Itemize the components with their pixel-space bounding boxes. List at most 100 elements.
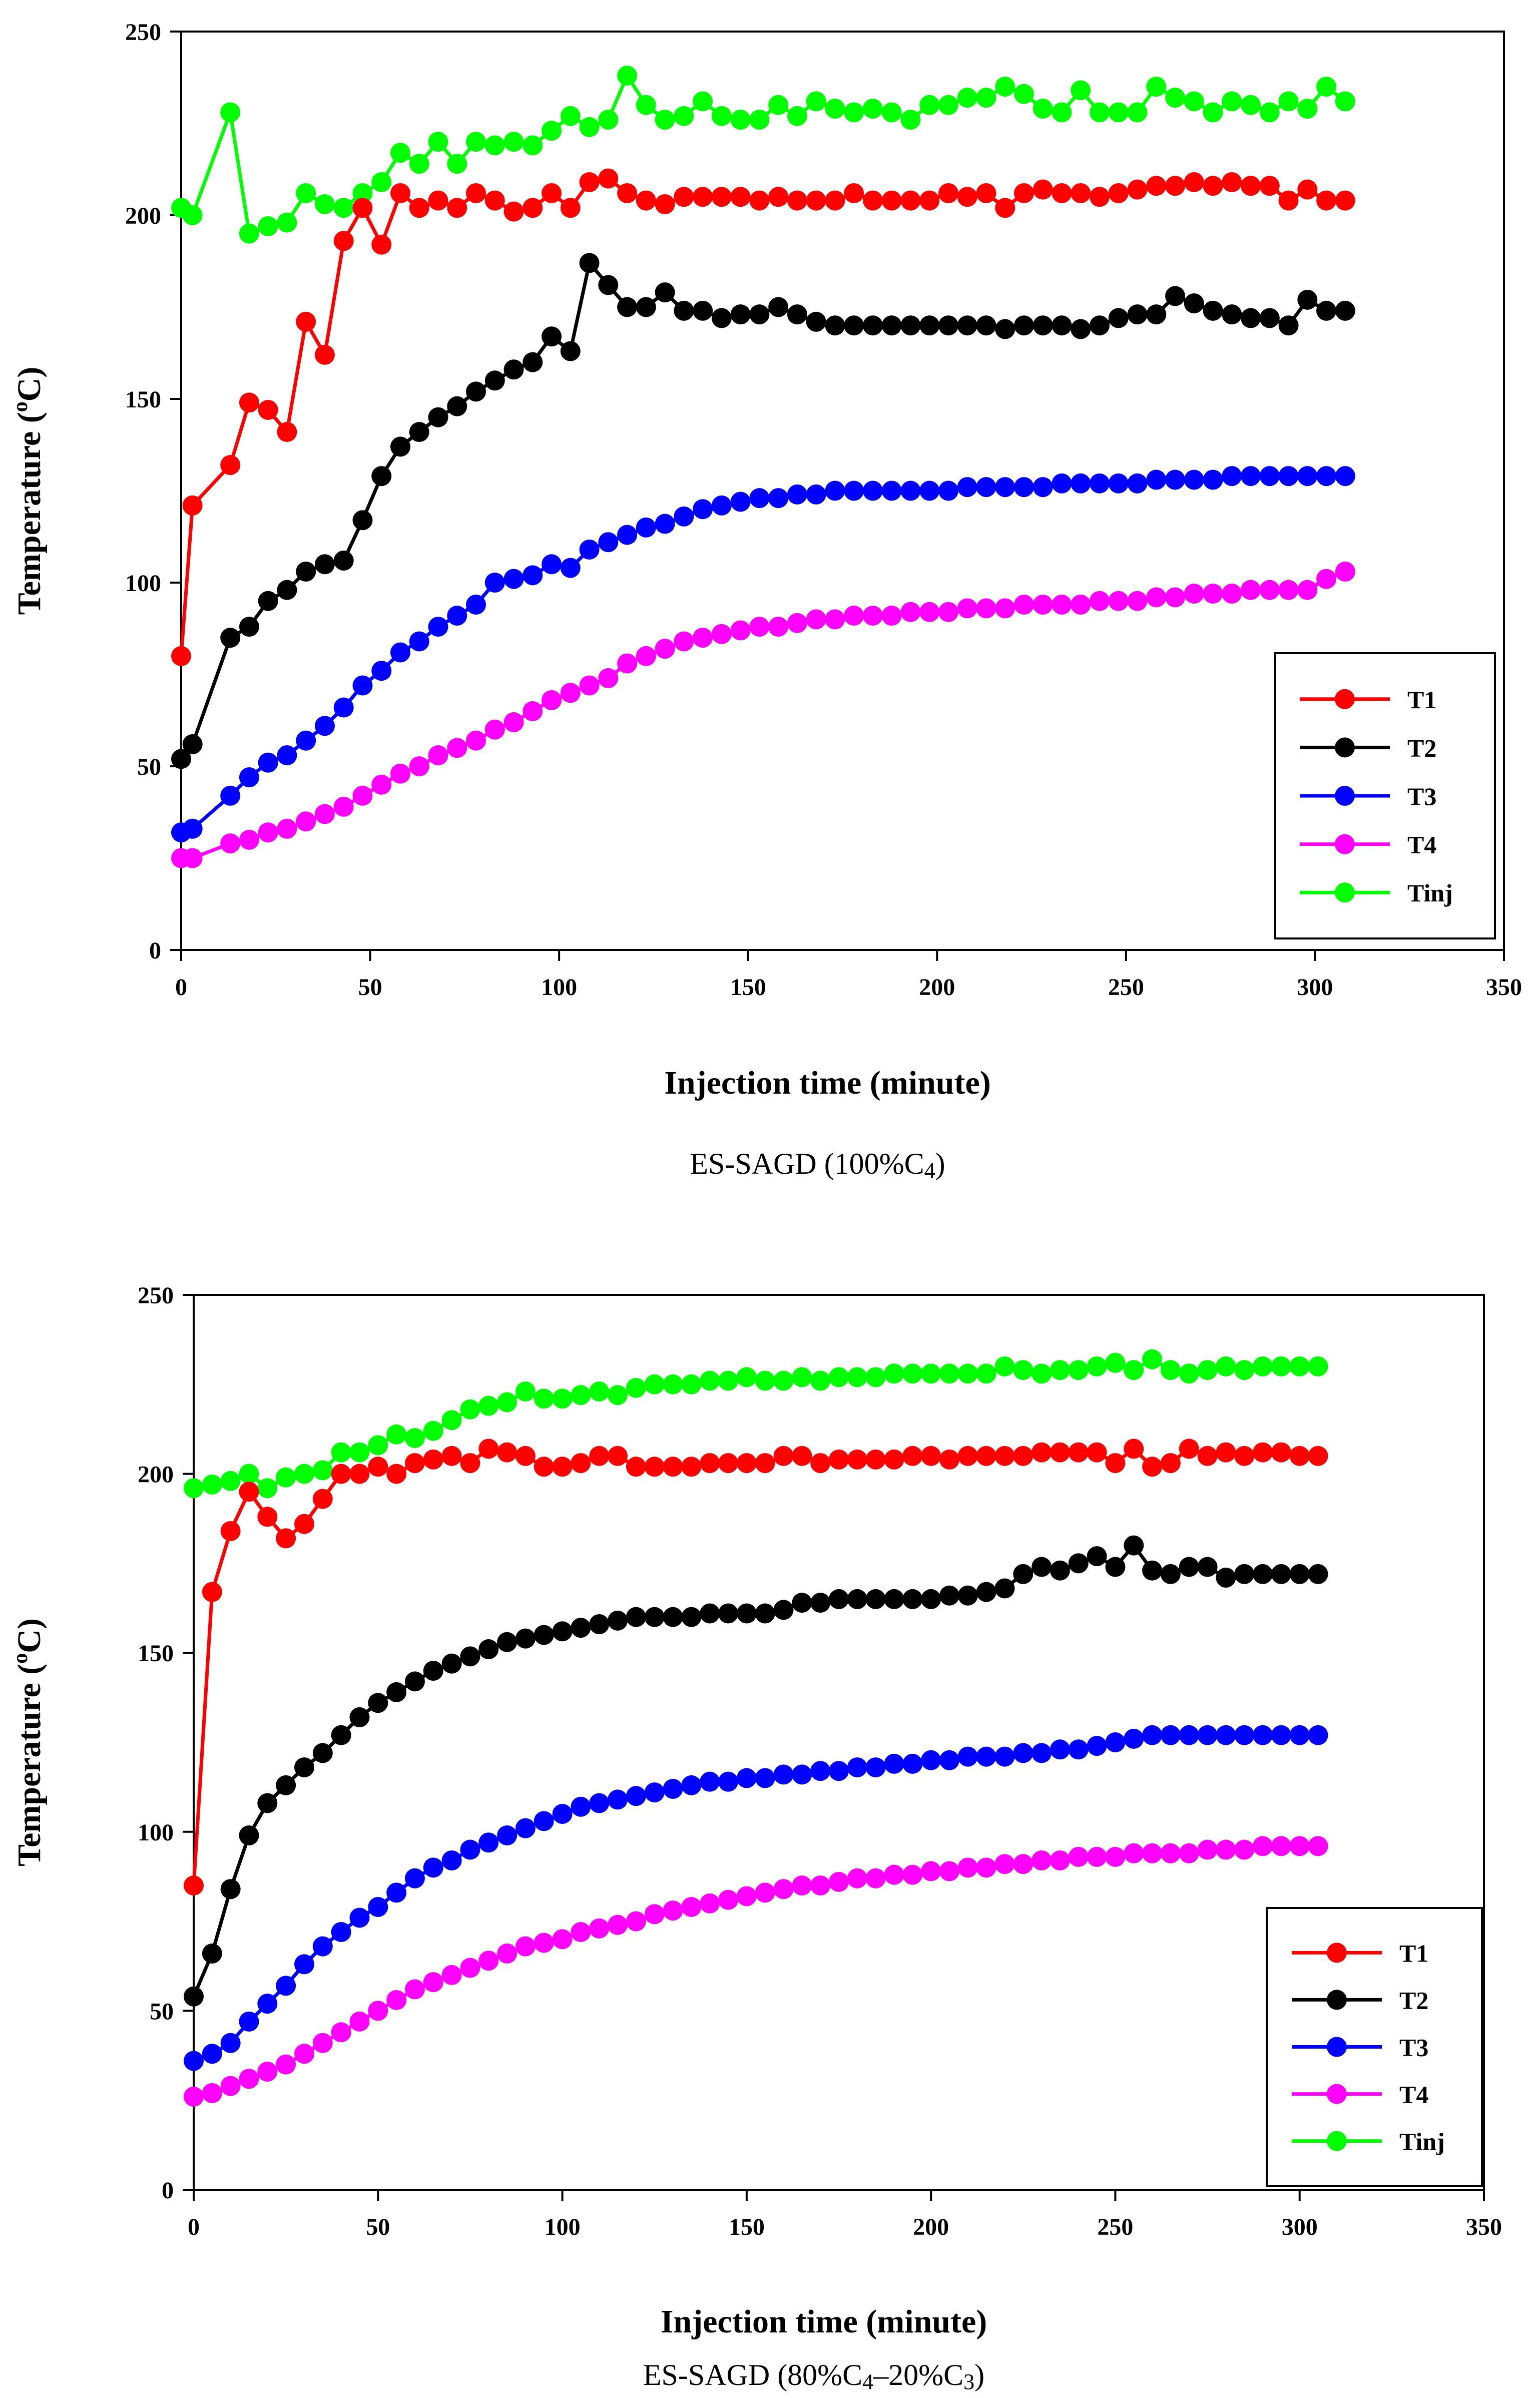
data-point-tinj — [847, 1367, 867, 1387]
data-point-t1 — [1127, 179, 1148, 200]
legend-marker-tinj — [1327, 2131, 1347, 2151]
data-point-t1 — [515, 1446, 536, 1466]
data-point-t1 — [352, 198, 373, 218]
data-point-t2 — [1032, 1557, 1052, 1577]
data-point-t1 — [239, 392, 259, 413]
y-axis-title: Temperature (oC) — [9, 1618, 48, 1866]
plot-frame — [180, 31, 1505, 951]
data-point-t4 — [994, 1854, 1015, 1874]
y-axis-title-text: Temperature ( — [11, 1664, 48, 1866]
data-point-t3 — [466, 595, 486, 615]
data-point-t2 — [919, 315, 940, 336]
chart-80-c4-20-c3: 0 50 100 150 200 250 300 350 0 50 100 150 200 250 Inje… — [9, 1282, 1502, 2394]
data-point-t3 — [1160, 1725, 1181, 1745]
data-point-tinj — [806, 91, 826, 112]
data-point-t1 — [994, 1446, 1015, 1466]
data-point-t3 — [589, 1793, 610, 1813]
data-point-t1 — [409, 198, 429, 218]
data-point-tinj — [542, 121, 562, 141]
data-point-t2 — [503, 359, 524, 380]
data-point-t1 — [693, 187, 713, 207]
data-point-t2 — [571, 1618, 591, 1638]
data-point-t4 — [787, 613, 807, 633]
data-point-t2 — [1278, 315, 1299, 336]
data-point-t1 — [1071, 183, 1091, 203]
series-t1 — [171, 168, 1355, 666]
data-point-t2 — [768, 297, 789, 317]
data-point-t2 — [1179, 1557, 1199, 1577]
data-point-t1 — [312, 1489, 333, 1509]
data-point-t3 — [1184, 469, 1204, 490]
data-point-t2 — [171, 749, 191, 769]
legend-label-t2: T2 — [1399, 1986, 1428, 2014]
data-point-t4 — [1160, 1843, 1181, 1863]
data-point-t4 — [674, 631, 694, 652]
data-point-t3 — [258, 752, 278, 773]
data-point-t4 — [1052, 595, 1072, 615]
data-point-t4 — [428, 745, 448, 765]
data-point-tinj — [1033, 99, 1053, 119]
data-point-t4 — [542, 690, 562, 710]
data-point-t3 — [636, 517, 656, 538]
series-t4 — [171, 561, 1355, 868]
data-point-t3 — [314, 716, 335, 736]
data-point-t4 — [257, 2061, 278, 2082]
data-point-t4 — [447, 738, 467, 758]
data-point-t2 — [371, 466, 392, 487]
data-point-t4 — [276, 2054, 296, 2075]
data-point-tinj — [560, 106, 581, 126]
data-point-t2 — [447, 396, 467, 416]
caption-text-middle: –20%C — [873, 2358, 963, 2391]
data-point-tinj — [409, 154, 429, 174]
data-point-t4 — [314, 804, 335, 824]
data-point-tinj — [711, 106, 732, 126]
data-point-t1 — [787, 190, 807, 211]
data-point-tinj — [884, 1363, 904, 1384]
data-point-t4 — [1259, 580, 1280, 600]
data-point-t1 — [663, 1457, 683, 1477]
data-point-t1 — [881, 190, 902, 211]
data-point-t4 — [644, 1904, 665, 1925]
data-point-t2 — [1289, 1564, 1310, 1584]
data-point-t1 — [1278, 190, 1299, 211]
data-point-t2 — [1271, 1564, 1291, 1584]
legend-label-t1: T1 — [1407, 686, 1436, 714]
data-point-t1 — [277, 422, 297, 442]
data-point-t3 — [1068, 1739, 1089, 1760]
data-point-t1 — [976, 183, 996, 203]
caption-subscript: 4 — [924, 1158, 935, 1183]
data-point-tinj — [792, 1367, 812, 1387]
data-point-tinj — [900, 110, 921, 130]
data-point-t2 — [1335, 300, 1355, 321]
data-point-t3 — [681, 1775, 702, 1795]
data-point-tinj — [276, 1467, 296, 1488]
y-tick-label: 0 — [149, 937, 161, 964]
chart-100-c4: 0 50 100 150 200 250 300 350 0 50 100 150 200 250 Inje… — [9, 19, 1522, 1183]
data-point-tinj — [441, 1410, 462, 1430]
data-point-t4 — [390, 763, 410, 784]
data-point-tinj — [1068, 1360, 1089, 1380]
data-point-t3 — [542, 554, 562, 575]
data-point-t4 — [1146, 587, 1167, 608]
data-point-t3 — [239, 767, 259, 788]
data-point-t3 — [333, 697, 354, 718]
data-point-tinj — [1259, 102, 1280, 123]
data-point-t3 — [939, 1750, 959, 1770]
data-point-tinj — [921, 1363, 941, 1384]
data-point-tinj — [1105, 1352, 1126, 1373]
data-point-t3 — [202, 2044, 222, 2064]
data-point-t3 — [994, 1746, 1015, 1767]
data-point-t1 — [617, 183, 638, 203]
data-point-t2 — [995, 319, 1015, 339]
data-point-t1 — [331, 1464, 351, 1484]
data-point-tinj — [617, 66, 638, 86]
data-point-tinj — [239, 223, 259, 244]
caption-text: ES-SAGD (100%C — [690, 1147, 924, 1180]
data-point-tinj — [787, 106, 807, 126]
data-point-t1 — [1335, 190, 1355, 211]
data-point-t3 — [865, 1757, 886, 1778]
data-point-t3 — [884, 1753, 904, 1774]
caption-text-end: ) — [974, 2358, 984, 2391]
data-point-t2 — [352, 510, 373, 531]
data-point-t1 — [938, 183, 958, 203]
